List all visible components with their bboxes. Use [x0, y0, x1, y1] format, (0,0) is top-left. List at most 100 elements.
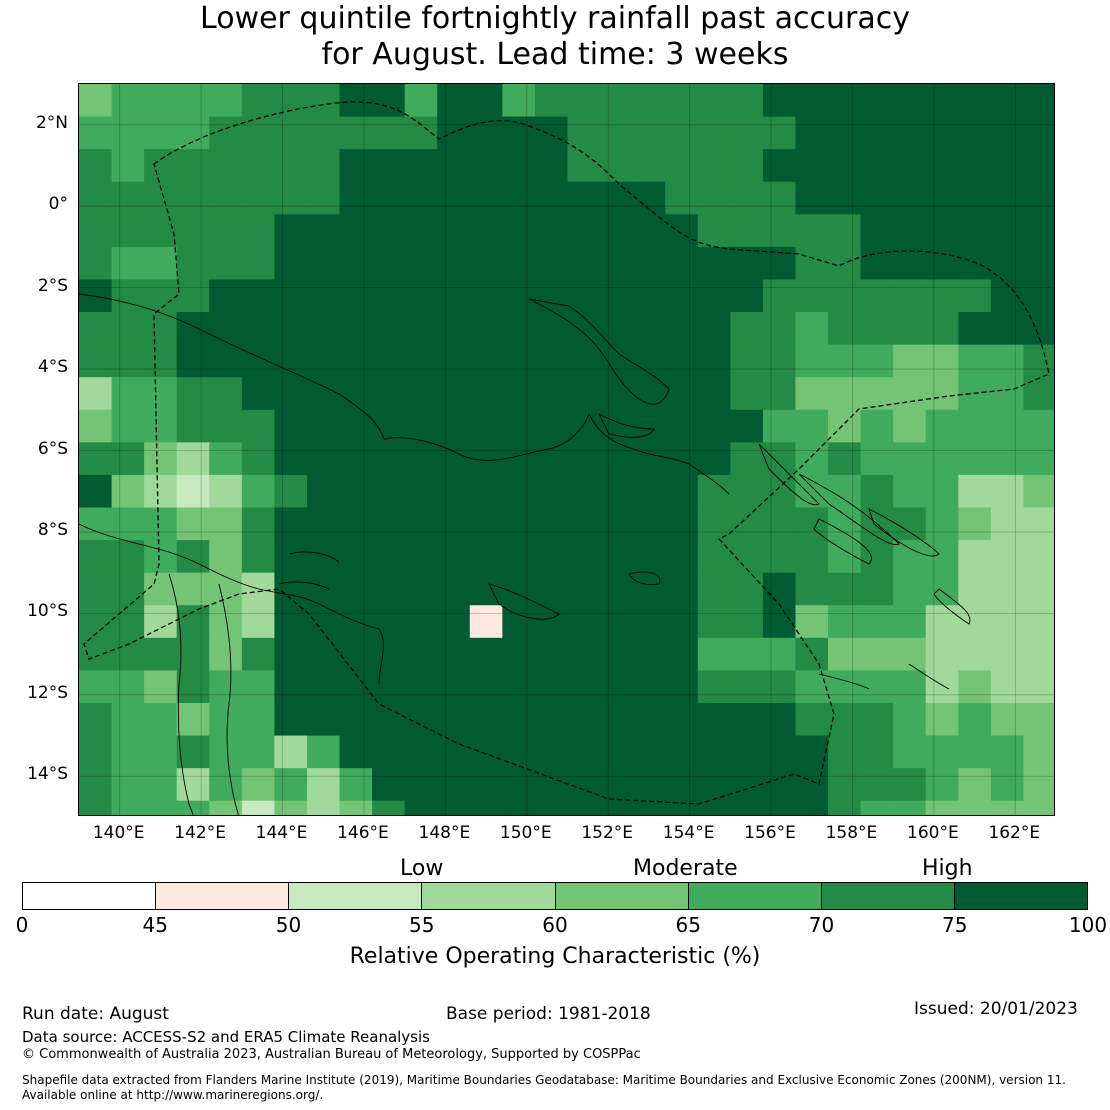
grid-cell — [144, 735, 178, 769]
grid-cell — [632, 572, 666, 606]
grid-cell — [665, 181, 699, 215]
grid-cell — [144, 344, 178, 378]
grid-cell — [990, 702, 1025, 737]
grid-cell — [990, 312, 1025, 346]
grid-cell — [828, 474, 862, 509]
grid-cell — [1023, 84, 1054, 118]
grid-cell — [372, 279, 406, 313]
grid-cell — [730, 670, 764, 704]
grid-cell — [665, 214, 699, 248]
grid-cell — [600, 702, 634, 737]
grid-cell — [567, 637, 601, 671]
grid-cell — [632, 768, 666, 802]
grid-cell — [632, 507, 666, 541]
grid-cell — [828, 605, 862, 639]
grid-cell — [372, 214, 406, 248]
grid-cell — [697, 800, 731, 815]
grid-cell — [762, 702, 797, 737]
grid-cell — [958, 507, 992, 541]
grid-cell — [469, 605, 503, 639]
grid-cell — [795, 702, 829, 737]
grid-cell — [958, 540, 992, 574]
grid-cell — [990, 735, 1025, 769]
grid-cell — [893, 149, 927, 183]
grid-cell — [176, 279, 210, 313]
colorbar-segment — [954, 883, 1087, 909]
grid-cell — [437, 507, 471, 541]
longitude-label: 152°E — [581, 823, 634, 843]
colorbar-segment — [23, 883, 157, 909]
grid-cell — [893, 540, 927, 574]
grid-cell — [79, 149, 113, 183]
grid-cell — [209, 670, 243, 704]
grid-cell — [828, 84, 862, 118]
grid-cell — [274, 605, 308, 639]
grid-cell — [209, 181, 243, 215]
grid-cell — [469, 768, 503, 802]
grid-cell — [958, 84, 992, 118]
grid-cell — [925, 181, 959, 215]
grid-cell — [632, 735, 666, 769]
grid-cell — [274, 279, 308, 313]
grid-cell — [762, 116, 797, 150]
grid-cell — [958, 735, 992, 769]
grid-cell — [534, 377, 569, 411]
grid-cell — [469, 670, 503, 704]
longitude-label: 140°E — [92, 823, 145, 843]
grid-cell — [1023, 768, 1054, 802]
grid-cell — [176, 572, 210, 606]
grid-cell — [860, 442, 894, 476]
grid-cell — [567, 149, 601, 183]
grid-cell — [241, 735, 275, 769]
grid-cell — [632, 116, 666, 150]
grid-cell — [144, 377, 178, 411]
grid-cell — [795, 768, 829, 802]
grid-cell — [306, 670, 341, 704]
grid-cell — [600, 540, 634, 574]
grid-cell — [958, 344, 992, 378]
grid-cell — [241, 84, 275, 118]
grid-cell — [730, 507, 764, 541]
grid-cell — [404, 344, 438, 378]
grid-cell — [144, 637, 178, 671]
grid-cell — [567, 84, 601, 118]
legend-high-label: High — [922, 856, 973, 881]
latitude-label: 14°S — [27, 764, 68, 785]
grid-cell — [339, 246, 373, 281]
grid-cell — [502, 214, 536, 248]
grid-cell — [632, 637, 666, 671]
grid-cell — [567, 605, 601, 639]
grid-cell — [860, 279, 894, 313]
grid-cell — [111, 116, 145, 150]
grid-cell — [828, 279, 862, 313]
grid-cell — [534, 312, 569, 346]
grid-cell — [209, 605, 243, 639]
grid-cell — [795, 507, 829, 541]
grid-cell — [404, 84, 438, 118]
grid-cell — [111, 735, 145, 769]
grid-cell — [534, 800, 569, 815]
grid-cell — [990, 377, 1025, 411]
grid-cell — [600, 735, 634, 769]
grid-cell — [893, 442, 927, 476]
grid-cell — [144, 442, 178, 476]
grid-cell — [339, 149, 373, 183]
grid-cell — [534, 442, 569, 476]
grid-cell — [632, 214, 666, 248]
grid-cell — [697, 474, 731, 509]
grid-cell — [339, 572, 373, 606]
grid-cell — [79, 84, 113, 118]
grid-cell — [437, 442, 471, 476]
grid-cell — [241, 768, 275, 802]
grid-cell — [990, 214, 1025, 248]
grid-cell — [632, 409, 666, 443]
colorbar-segment — [821, 883, 955, 909]
grid-cell — [372, 344, 406, 378]
grid-cell — [893, 279, 927, 313]
grid-cell — [144, 84, 178, 118]
grid-cell — [925, 409, 959, 443]
grid-cell — [306, 800, 341, 815]
grid-cell — [372, 702, 406, 737]
grid-cell — [502, 605, 536, 639]
grid-cell — [762, 214, 797, 248]
